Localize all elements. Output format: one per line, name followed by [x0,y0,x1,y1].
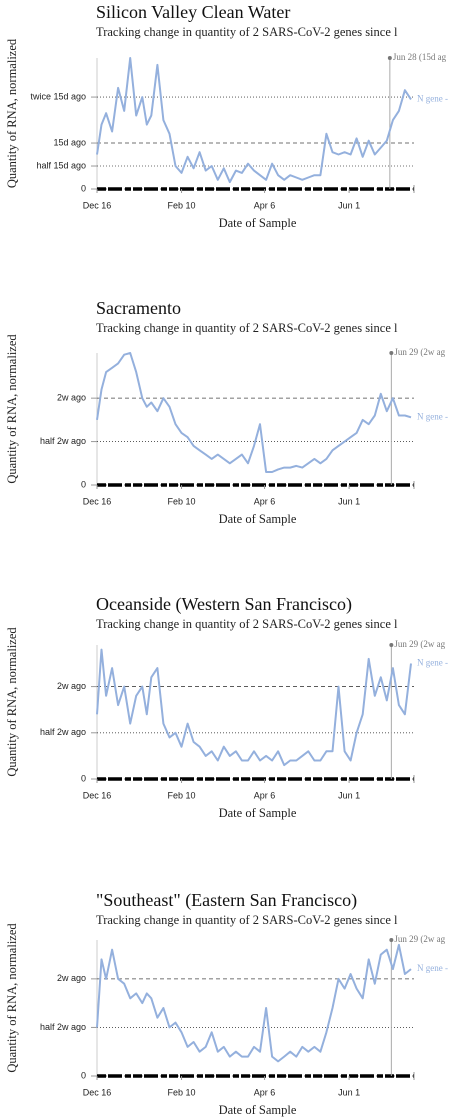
y-axis-label: Quantity of RNA, normalized [5,334,19,484]
annotation-dot [387,56,392,60]
chart-subtitle: Tracking change in quantity of 2 SARS-Co… [96,25,398,39]
legend-label: N gene - [417,963,448,973]
y-tick-label: half 15d ago [36,160,86,170]
x-tick-label: Feb 10 [168,790,196,800]
x-axis-label: Date of Sample [219,806,297,820]
chart: Sacramento Tracking change in quantity of… [5,298,448,526]
y-tick-label: half 2w ago [40,436,86,446]
y-tick-label: half 2w ago [40,1022,86,1032]
series-line [96,57,412,184]
y-tick-label: 0 [81,183,86,193]
y-tick-label: 2w ago [57,973,86,983]
annotation-label: Jun 29 (2w ag [394,639,445,649]
legend-label: N gene - [417,93,448,103]
series-line [96,648,412,767]
x-tick-label: Jun 1 [338,496,360,506]
x-tick-label: Dec 16 [83,496,112,506]
x-tick-label: Feb 10 [168,496,196,506]
chart-subtitle: Tracking change in quantity of 2 SARS-Co… [96,321,398,335]
chart-title: Silicon Valley Clean Water [96,2,290,22]
legend-label: N gene - [417,411,448,421]
series-line [96,352,412,473]
y-axis-label: Quantity of RNA, normalized [5,923,19,1073]
y-tick-label: 0 [81,773,86,783]
annotation-dot [389,643,394,647]
x-tick-label: Dec 16 [83,790,112,800]
annotation-label: Jun 28 (15d ag [393,52,447,62]
y-tick-label: 2w ago [57,393,86,403]
x-axis-label: Date of Sample [219,1103,297,1117]
annotation-label: Jun 29 (2w ag [394,347,445,357]
x-tick-label: Feb 10 [168,1087,196,1097]
y-tick-label: 15d ago [53,137,86,147]
chart: "Southeast" (Eastern San Francisco) Track… [5,890,448,1117]
x-tick-label: Apr 6 [254,790,276,800]
x-axis-label: Date of Sample [219,216,297,230]
x-tick-label: Dec 16 [83,1087,112,1097]
chart-title: "Southeast" (Eastern San Francisco) [96,890,357,911]
x-tick-label: Dec 16 [83,200,112,210]
x-tick-label: Jun 1 [338,790,360,800]
y-axis-label: Quantity of RNA, normalized [5,627,19,777]
x-tick-label: Apr 6 [254,496,276,506]
series-line [96,943,412,1063]
annotation-dot [389,938,394,942]
chart-subtitle: Tracking change in quantity of 2 SARS-Co… [96,617,398,631]
x-tick-label: Apr 6 [254,200,276,210]
x-tick-label: Feb 10 [168,200,196,210]
x-tick-label: Jun 1 [338,1087,360,1097]
y-tick-label: half 2w ago [40,727,86,737]
y-tick-label: twice 15d ago [30,91,86,101]
x-tick-label: Jun 1 [338,200,360,210]
legend-label: N gene - [417,658,448,668]
x-axis-label: Date of Sample [219,512,297,526]
y-tick-label: 0 [81,1070,86,1080]
chart: Oceanside (Western San Francisco) Trackin… [5,594,448,820]
y-tick-label: 2w ago [57,681,86,691]
chart-subtitle: Tracking change in quantity of 2 SARS-Co… [96,913,398,927]
chart: Silicon Valley Clean Water Tracking chang… [5,2,448,230]
annotation-dot [389,351,394,355]
chart-title: Oceanside (Western San Francisco) [96,594,352,615]
x-tick-label: Apr 6 [254,1087,276,1097]
annotation-label: Jun 29 (2w ag [394,934,445,944]
chart-title: Sacramento [96,298,181,318]
y-axis-label: Quantity of RNA, normalized [5,38,19,188]
y-tick-label: 0 [81,479,86,489]
